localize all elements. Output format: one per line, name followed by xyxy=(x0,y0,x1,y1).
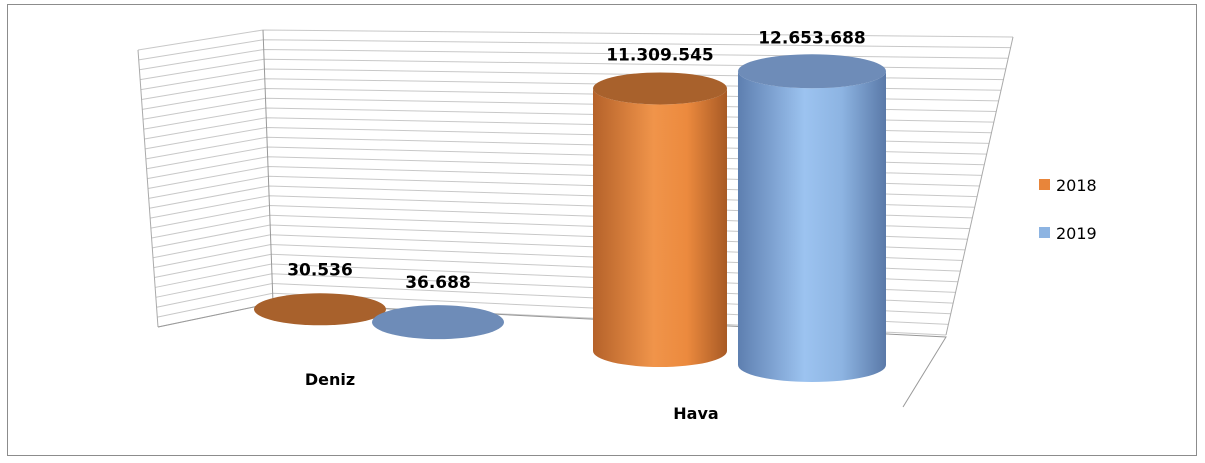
category-label-hava: Hava xyxy=(673,404,718,423)
value-label-deniz-2019: 36.688 xyxy=(405,273,471,293)
legend-item-2019[interactable]: 2019 xyxy=(1039,224,1097,243)
value-label-hava-2018: 11.309.545 xyxy=(606,45,714,65)
cylinder-bar-chart: 30.536 36.688 11.309.545 12.653.688 Deniz Ha… xyxy=(137,28,1097,423)
value-labels: 30.536 36.688 11.309.545 12.653.688 xyxy=(287,28,866,293)
bar-deniz-2018-top xyxy=(254,293,386,326)
category-labels: Deniz Hava xyxy=(305,370,719,423)
chart-frame: 30.536 36.688 11.309.545 12.653.688 Deniz Ha… xyxy=(7,4,1197,456)
bar-hava-2018 xyxy=(593,88,727,367)
value-label-hava-2019: 12.653.688 xyxy=(758,28,866,48)
legend: 2018 2019 xyxy=(1039,176,1097,243)
wall-corner-edge xyxy=(262,29,274,304)
bar-hava-2019-top xyxy=(738,54,886,89)
value-label-deniz-2018: 30.536 xyxy=(287,260,353,280)
wall-left-edge xyxy=(137,49,159,328)
bar-deniz-2019-top xyxy=(372,305,504,340)
wall-right-edge xyxy=(945,36,1014,336)
legend-swatch-2018 xyxy=(1039,179,1050,190)
category-label-deniz: Deniz xyxy=(305,370,355,389)
legend-label-2019: 2019 xyxy=(1056,224,1097,243)
bar-hava-2018-top xyxy=(593,72,727,105)
legend-label-2018: 2018 xyxy=(1056,176,1097,195)
bar-hava-2019 xyxy=(738,71,886,383)
bars xyxy=(254,54,886,383)
legend-swatch-2019 xyxy=(1039,227,1050,238)
legend-item-2018[interactable]: 2018 xyxy=(1039,176,1097,195)
